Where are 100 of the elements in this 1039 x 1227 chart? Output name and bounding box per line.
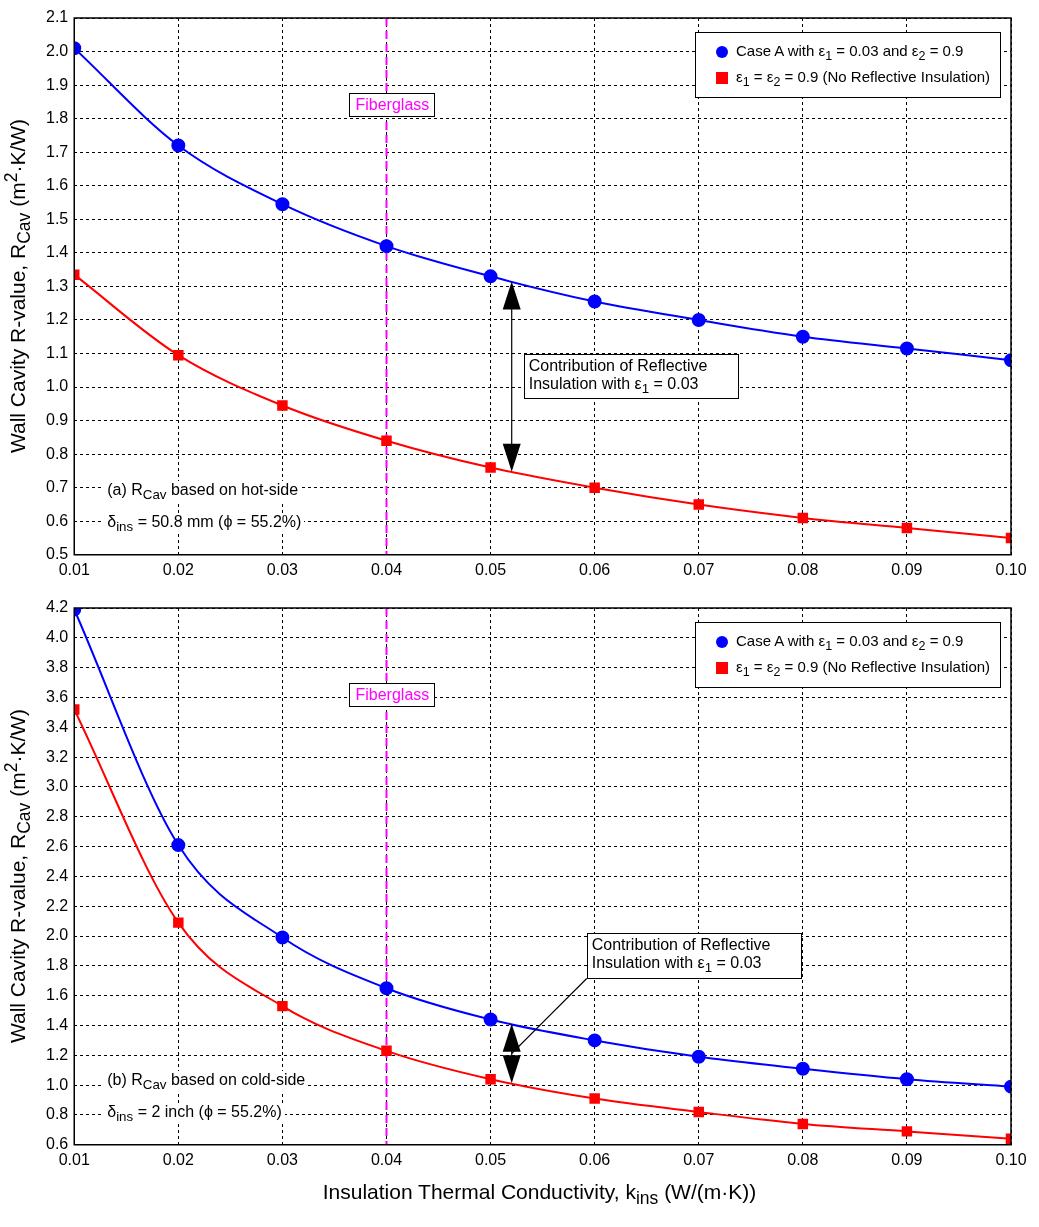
point [277,400,288,411]
point [381,1045,392,1057]
y-tick-label: 1.9 [45,75,69,93]
x-tick-label: 0.01 [58,1150,90,1168]
point [483,269,498,284]
y-tick-label: 2.2 [45,896,69,914]
point [901,1126,913,1137]
legend-label: ε$_{1}$ = ε$_{2}$ = 0.9 (No Reflective Insulation) [736,657,991,679]
x-tick-label: 0.04 [370,1150,403,1168]
y-tick-label: 2.1 [45,8,69,26]
y-tick-label: 2.4 [45,866,69,884]
point [693,499,704,510]
point [173,917,184,928]
point [171,838,186,853]
y-tick-label: 2.0 [45,41,69,59]
y-tick-label: 1.6 [45,176,69,194]
legend-label: ε$_{1}$ = ε$_{2}$ = 0.9 (No Reflective Insulation) [736,67,991,89]
point [485,462,496,473]
point [277,1000,288,1012]
point [587,1033,602,1048]
y-tick-label: 1.4 [45,243,69,261]
legend-label: Case A with ε$_{1}$ = 0.03 and ε$_{2}$ = 0.9 [736,41,964,63]
point [691,312,706,327]
y-tick-label: 1.1 [45,343,69,361]
y-tick-label: 2.0 [45,926,69,944]
y-tick-label: 1.0 [45,377,69,395]
ref-line-label: Fiberglass [349,683,436,708]
point [693,1106,704,1118]
y-tick-label: 0.7 [45,478,69,496]
x-tick-label: 0.09 [891,560,923,578]
x-tick-label: 0.04 [370,560,403,578]
x-tick-label: 0.01 [58,560,90,578]
y-tick-label: 1.6 [45,986,69,1004]
annotation: (a) R$_{Cav}$ based on hot-side [104,480,302,502]
point [795,1061,810,1076]
x-tick-label: 0.10 [995,560,1027,578]
x-tick-label: 0.06 [579,1150,611,1168]
y-tick-label: 0.6 [45,1135,69,1153]
y-tick-label: 3.0 [45,777,69,795]
annotation: Contribution of Reflective Insulation with ε$_{1}$ = 0.03 [523,354,739,400]
x-tick-label: 0.02 [162,1150,194,1168]
x-tick-label: 0.02 [162,560,194,578]
x-axis-title: Insulation Thermal Conductivity, k$_{ins}$ (W/(m·K)) [321,1180,758,1210]
y-tick-label: 3.6 [45,687,69,705]
x-tick-label: 0.09 [891,1150,923,1168]
point [797,1118,809,1130]
point [483,1012,498,1027]
x-tick-label: 0.07 [683,560,715,578]
point [275,930,290,945]
legend-label: Case A with ε$_{1}$ = 0.03 and ε$_{2}$ = 0.9 [736,631,964,653]
point [275,197,290,212]
y-tick-label: 1.4 [45,1015,69,1033]
point [379,981,394,996]
point [899,341,914,356]
annotation: δ$_{ins}$ = 2 inch (ϕ = 55.2%) [104,1102,285,1124]
y-tick-label: 1.8 [45,109,69,127]
x-tick-label: 0.07 [683,1150,715,1168]
y-tick-label: 1.2 [45,310,69,328]
annotation: Contribution of Reflective Insulation with ε$_{1}$ = 0.03 [586,933,802,979]
y-tick-label: 0.6 [45,511,69,529]
point [171,138,186,153]
point [485,1073,496,1085]
y-tick-label: 4.2 [45,598,69,616]
y-tick-label: 4.0 [45,628,69,646]
y-tick-label: 3.2 [45,747,69,765]
y-tick-label: 1.0 [45,1075,69,1093]
y-tick-label: 0.8 [45,444,69,462]
point [901,522,913,534]
y-tick-label: 0.8 [45,1105,69,1123]
point [587,294,602,309]
annotation: δ$_{ins}$ = 50.8 mm (ϕ = 55.2%) [104,512,305,534]
ref-line-label: Fiberglass [349,93,436,118]
y-tick-label: 0.9 [45,411,69,429]
y-tick-label: 1.7 [45,142,69,160]
y-tick-label: 1.3 [45,276,69,294]
y-tick-label: 3.8 [45,658,69,676]
x-tick-label: 0.03 [266,560,299,578]
y-tick-label: 0.5 [45,545,69,563]
point [589,1093,600,1104]
x-tick-label: 0.06 [579,560,611,578]
y-tick-label: 2.6 [45,836,69,854]
point [899,1072,914,1087]
point [795,329,810,344]
x-tick-label: 0.03 [266,1150,299,1168]
point [589,482,600,493]
x-tick-label: 0.05 [475,1150,507,1168]
x-tick-label: 0.10 [995,1150,1027,1168]
x-tick-label: 0.08 [787,560,819,578]
x-tick-label: 0.05 [475,560,507,578]
x-tick-label: 0.08 [787,1150,819,1168]
y-tick-label: 1.5 [45,209,69,227]
annotation: (b) R$_{Cav}$ based on cold-side [104,1070,309,1092]
point [173,349,184,361]
y-tick-label: 1.8 [45,956,69,974]
point [381,435,392,446]
y-tick-label: 1.2 [45,1045,69,1063]
point [379,239,394,254]
point [797,512,809,524]
point [691,1049,706,1064]
y-tick-label: 3.4 [45,717,69,735]
